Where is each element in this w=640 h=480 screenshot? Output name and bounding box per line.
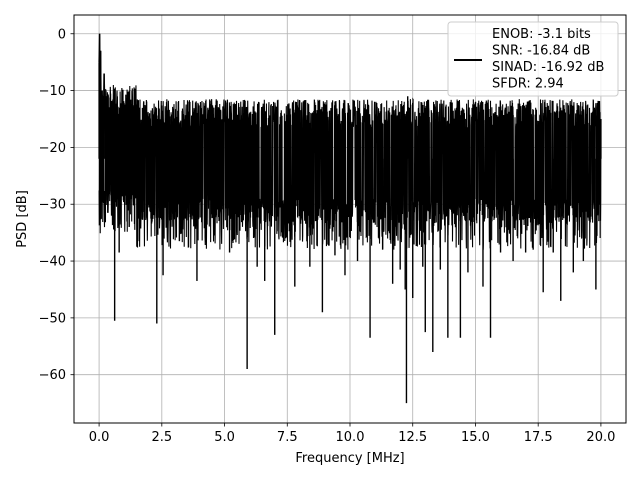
axis-ticks: 0.0 2.5 5.0 7.5 10.0 12.5 15.0 17.5 20.0 0 −10 −20 −… — [39, 27, 616, 445]
y-tick-label: −60 — [39, 368, 66, 383]
y-tick-label: −30 — [39, 198, 66, 213]
psd-noise-trace — [98, 84, 602, 250]
y-tick-label: −20 — [39, 141, 66, 156]
x-tick-label: 5.0 — [214, 430, 235, 445]
legend-box — [447, 21, 619, 97]
x-tick-label: 2.5 — [151, 430, 172, 445]
y-tick-label: −10 — [39, 84, 66, 99]
y-axis-label: PSD [dB] — [15, 190, 30, 248]
x-tick-label: 10.0 — [336, 430, 365, 445]
psd-dc-peak — [98, 33, 113, 216]
x-tick-label: 12.5 — [398, 430, 427, 445]
x-axis-label: Frequency [MHz] — [295, 451, 404, 466]
y-tick-label: 0 — [58, 27, 66, 42]
legend-entry-line: SNR: -16.84 dB — [492, 44, 590, 59]
y-tick-label: −50 — [39, 311, 66, 326]
legend-entry-line: SFDR: 2.94 — [492, 77, 564, 92]
legend-entry-line: ENOB: -3.1 bits — [492, 27, 591, 42]
y-tick-label: −40 — [39, 255, 66, 270]
x-tick-label: 20.0 — [586, 430, 615, 445]
x-tick-label: 17.5 — [524, 430, 553, 445]
x-tick-label: 15.0 — [461, 430, 490, 445]
x-tick-label: 7.5 — [277, 430, 298, 445]
legend-entry-line: SINAD: -16.92 dB — [492, 60, 604, 75]
plot-data — [98, 33, 602, 404]
x-tick-label: 0.0 — [89, 430, 110, 445]
